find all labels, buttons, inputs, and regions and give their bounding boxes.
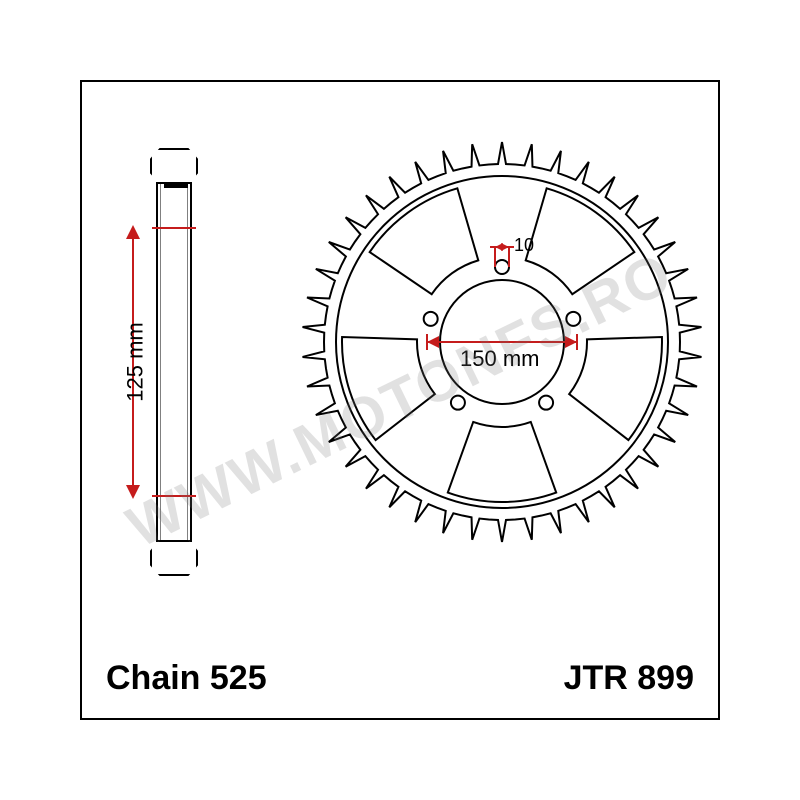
dim-hub-bore: 125 mm [112,227,152,497]
side-tooth-bottom [150,540,198,576]
sprocket-svg [292,132,712,552]
sprocket-face: 150 mm 10 [292,132,712,552]
diagram-frame: 125 mm 150 mm 10 Chain 525 JTR 899 [80,80,720,720]
chain-label: Chain 525 [106,659,267,698]
dim-arrow [126,485,140,499]
dim-pcd-label: 150 mm [460,346,539,372]
dim-arrow [126,225,140,239]
side-profile: 125 mm [112,152,242,572]
dim-bolt-label: 10 [514,235,534,256]
part-number: JTR 899 [564,659,694,698]
dim-ext-line [152,227,196,229]
side-tooth-top [150,148,198,184]
dim-hub-bore-label: 125 mm [123,322,149,401]
side-hub [156,182,192,542]
dim-ext-line [152,495,196,497]
stage: 125 mm 150 mm 10 Chain 525 JTR 899 WWW.M… [0,0,800,800]
